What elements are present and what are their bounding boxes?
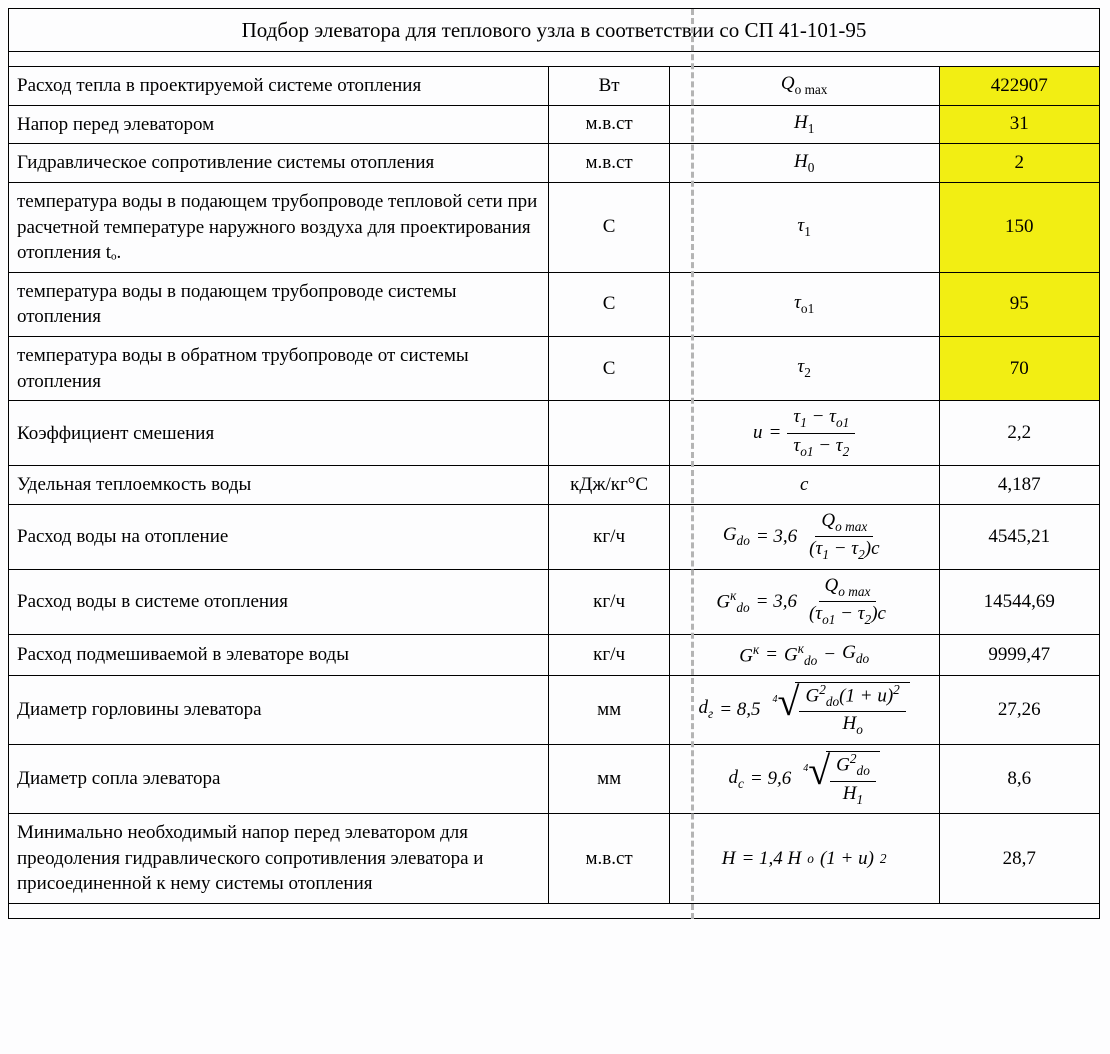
value-cell: 28,7 [939, 814, 1099, 904]
table-row: Расход воды на отопление кг/ч Gdo = 3,6 … [9, 504, 1100, 569]
symbol-cell: u = τ1 − τо1 τо1 − τ2 [669, 401, 939, 466]
desc-cell: Расход тепла в проектируемой системе ото… [9, 67, 549, 106]
unit-cell: C [549, 182, 669, 272]
table-row: Расход тепла в проектируемой системе ото… [9, 67, 1100, 106]
unit-cell: Вт [549, 67, 669, 106]
symbol-cell: Gк = Gкdo − Gdo [669, 634, 939, 675]
desc-cell: Расход подмешиваемой в элеваторе воды [9, 634, 549, 675]
value-cell: 8,6 [939, 744, 1099, 813]
table-row: Расход воды в системе отопления кг/ч Gкd… [9, 569, 1100, 634]
value-cell[interactable]: 31 [939, 105, 1099, 144]
value-cell[interactable]: 150 [939, 182, 1099, 272]
desc-cell: температура воды в обратном трубопроводе… [9, 337, 549, 401]
symbol-cell: H1 [669, 105, 939, 144]
value-cell[interactable]: 70 [939, 337, 1099, 401]
title-cell: Подбор элеватора для теплового узла в со… [9, 9, 1100, 52]
desc-cell: Удельная теплоемкость воды [9, 466, 549, 505]
unit-cell: кДж/кг°С [549, 466, 669, 505]
symbol-cell: dc = 9,6 4 √ G2do H1 [669, 744, 939, 813]
unit-cell: мм [549, 744, 669, 813]
unit-cell: мм [549, 675, 669, 744]
unit-cell: C [549, 337, 669, 401]
table-row: Расход подмешиваемой в элеваторе воды кг… [9, 634, 1100, 675]
table-row: Диаметр горловины элеватора мм dг = 8,5 … [9, 675, 1100, 744]
table-row: Гидравлическое сопротивление системы ото… [9, 144, 1100, 183]
value-cell: 27,26 [939, 675, 1099, 744]
desc-cell: Диаметр сопла элеватора [9, 744, 549, 813]
desc-cell: Расход воды на отопление [9, 504, 549, 569]
value-cell: 4545,21 [939, 504, 1099, 569]
desc-cell: температура воды в подающем трубопроводе… [9, 272, 549, 336]
symbol-cell: Qo max [669, 67, 939, 106]
desc-cell: Диаметр горловины элеватора [9, 675, 549, 744]
symbol-cell: τ1 [669, 182, 939, 272]
desc-cell: Расход воды в системе отопления [9, 569, 549, 634]
symbol-cell: τ2 [669, 337, 939, 401]
symbol-cell: Gdo = 3,6 Qo max (τ1 − τ2)c [669, 504, 939, 569]
value-cell: 4,187 [939, 466, 1099, 505]
desc-cell: Минимально необходимый напор перед элева… [9, 814, 549, 904]
symbol-cell: τо1 [669, 272, 939, 336]
table-row: Минимально необходимый напор перед элева… [9, 814, 1100, 904]
value-cell[interactable]: 2 [939, 144, 1099, 183]
value-cell: 2,2 [939, 401, 1099, 466]
value-cell: 14544,69 [939, 569, 1099, 634]
unit-cell: м.в.ст [549, 814, 669, 904]
unit-cell: кг/ч [549, 569, 669, 634]
desc-cell: Коэффициент смешения [9, 401, 549, 466]
unit-cell: кг/ч [549, 634, 669, 675]
symbol-cell: Gкdo = 3,6 Qo max (τо1 − τ2)c [669, 569, 939, 634]
value-cell[interactable]: 95 [939, 272, 1099, 336]
desc-cell: Напор перед элеватором [9, 105, 549, 144]
unit-cell: м.в.ст [549, 144, 669, 183]
symbol-cell: c [669, 466, 939, 505]
unit-cell: C [549, 272, 669, 336]
elevator-calc-table: Подбор элеватора для теплового узла в со… [8, 8, 1100, 919]
value-cell[interactable]: 422907 [939, 67, 1099, 106]
table-row: температура воды в подающем трубопроводе… [9, 272, 1100, 336]
title-row: Подбор элеватора для теплового узла в со… [9, 9, 1100, 52]
desc-cell: температура воды в подающем трубопроводе… [9, 182, 549, 272]
table-row: Диаметр сопла элеватора мм dc = 9,6 4 √ … [9, 744, 1100, 813]
symbol-cell: H0 [669, 144, 939, 183]
unit-cell: кг/ч [549, 504, 669, 569]
desc-cell: Гидравлическое сопротивление системы ото… [9, 144, 549, 183]
table-row: Напор перед элеватором м.в.ст H1 31 [9, 105, 1100, 144]
table-row: температура воды в подающем трубопроводе… [9, 182, 1100, 272]
value-cell: 9999,47 [939, 634, 1099, 675]
symbol-cell: H = 1,4 Ho(1 + u)2 [669, 814, 939, 904]
unit-cell [549, 401, 669, 466]
unit-cell: м.в.ст [549, 105, 669, 144]
spacer-row [9, 52, 1100, 67]
table-row: температура воды в обратном трубопроводе… [9, 337, 1100, 401]
table-row: Удельная теплоемкость воды кДж/кг°С c 4,… [9, 466, 1100, 505]
footer-spacer-row [9, 903, 1100, 918]
symbol-cell: dг = 8,5 4 √ G2do(1 + u)2 Ho [669, 675, 939, 744]
table-row: Коэффициент смешения u = τ1 − τо1 τо1 − … [9, 401, 1100, 466]
